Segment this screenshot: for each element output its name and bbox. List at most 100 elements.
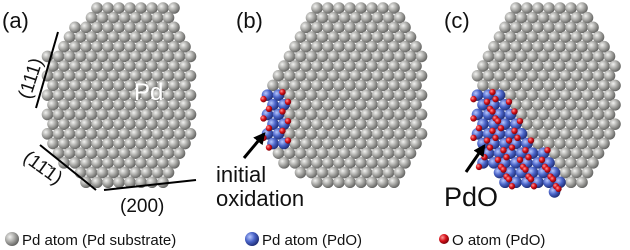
atom xyxy=(522,166,528,172)
atom xyxy=(549,51,561,63)
atom xyxy=(284,147,296,159)
atom xyxy=(399,80,411,92)
atom xyxy=(394,167,406,179)
atom xyxy=(554,41,566,53)
atom xyxy=(42,89,54,101)
atom xyxy=(130,147,142,159)
atom xyxy=(75,51,87,63)
atom xyxy=(481,154,487,160)
atom xyxy=(317,51,329,63)
atom xyxy=(317,70,329,82)
atom xyxy=(339,51,351,63)
atom xyxy=(86,51,98,63)
atom xyxy=(339,167,351,179)
atom xyxy=(69,60,81,72)
atom xyxy=(355,176,367,188)
atom xyxy=(527,12,539,24)
atom xyxy=(361,89,373,101)
atom xyxy=(543,80,555,92)
atom xyxy=(510,2,522,14)
atom xyxy=(399,60,411,72)
atom xyxy=(416,51,428,63)
atom xyxy=(97,12,109,24)
atom xyxy=(80,138,92,150)
atom xyxy=(405,109,417,121)
atom xyxy=(576,41,588,53)
atom xyxy=(322,2,334,14)
atom xyxy=(311,99,323,111)
atom xyxy=(576,176,588,188)
atom xyxy=(124,2,136,14)
atom xyxy=(571,109,583,121)
atom xyxy=(58,99,70,111)
atom xyxy=(511,128,517,134)
atom xyxy=(532,60,544,72)
atom xyxy=(108,167,120,179)
atom xyxy=(97,147,109,159)
atom xyxy=(317,89,329,101)
atom xyxy=(361,70,373,82)
atom xyxy=(185,70,197,82)
legend-swatch xyxy=(5,232,19,246)
atom xyxy=(141,147,153,159)
atom xyxy=(470,135,476,141)
atom xyxy=(366,2,378,14)
atom xyxy=(124,22,136,34)
atom xyxy=(554,99,566,111)
atom xyxy=(377,118,389,130)
atom xyxy=(582,147,594,159)
atom xyxy=(328,51,340,63)
atom xyxy=(119,70,131,82)
atom xyxy=(58,80,70,92)
atom xyxy=(506,176,512,182)
atom xyxy=(565,118,577,130)
atom xyxy=(119,147,131,159)
atom xyxy=(179,41,191,53)
atom xyxy=(130,51,142,63)
atom xyxy=(124,157,136,169)
atom xyxy=(69,80,81,92)
atom xyxy=(550,176,556,182)
atom xyxy=(344,60,356,72)
atom xyxy=(157,60,169,72)
atom xyxy=(124,60,136,72)
atom xyxy=(499,22,511,34)
atom xyxy=(289,60,301,72)
atom xyxy=(80,80,92,92)
atom xyxy=(339,147,351,159)
atom xyxy=(571,89,583,101)
atom xyxy=(333,138,345,150)
atoms xyxy=(42,2,621,198)
atom xyxy=(91,138,103,150)
atom xyxy=(383,70,395,82)
atom xyxy=(350,51,362,63)
atom xyxy=(306,128,318,140)
atom xyxy=(311,41,323,53)
atom xyxy=(355,157,367,169)
atom xyxy=(350,109,362,121)
atom xyxy=(311,176,323,188)
atom xyxy=(500,147,506,153)
atom xyxy=(366,99,378,111)
atom xyxy=(146,41,158,53)
atom xyxy=(317,109,329,121)
annotation: oxidation xyxy=(216,186,304,211)
atom xyxy=(549,31,561,43)
atom xyxy=(587,80,599,92)
atom xyxy=(494,51,506,63)
atom xyxy=(300,22,312,34)
atom xyxy=(179,138,191,150)
atom xyxy=(554,2,566,14)
atom xyxy=(388,22,400,34)
atom xyxy=(565,157,577,169)
atom xyxy=(119,128,131,140)
atom xyxy=(377,176,389,188)
atom xyxy=(350,89,362,101)
atom xyxy=(279,108,285,114)
atom xyxy=(185,89,197,101)
atom xyxy=(394,12,406,24)
atom xyxy=(571,70,583,82)
atom xyxy=(538,109,550,121)
atom xyxy=(284,70,296,82)
atom xyxy=(91,2,103,14)
